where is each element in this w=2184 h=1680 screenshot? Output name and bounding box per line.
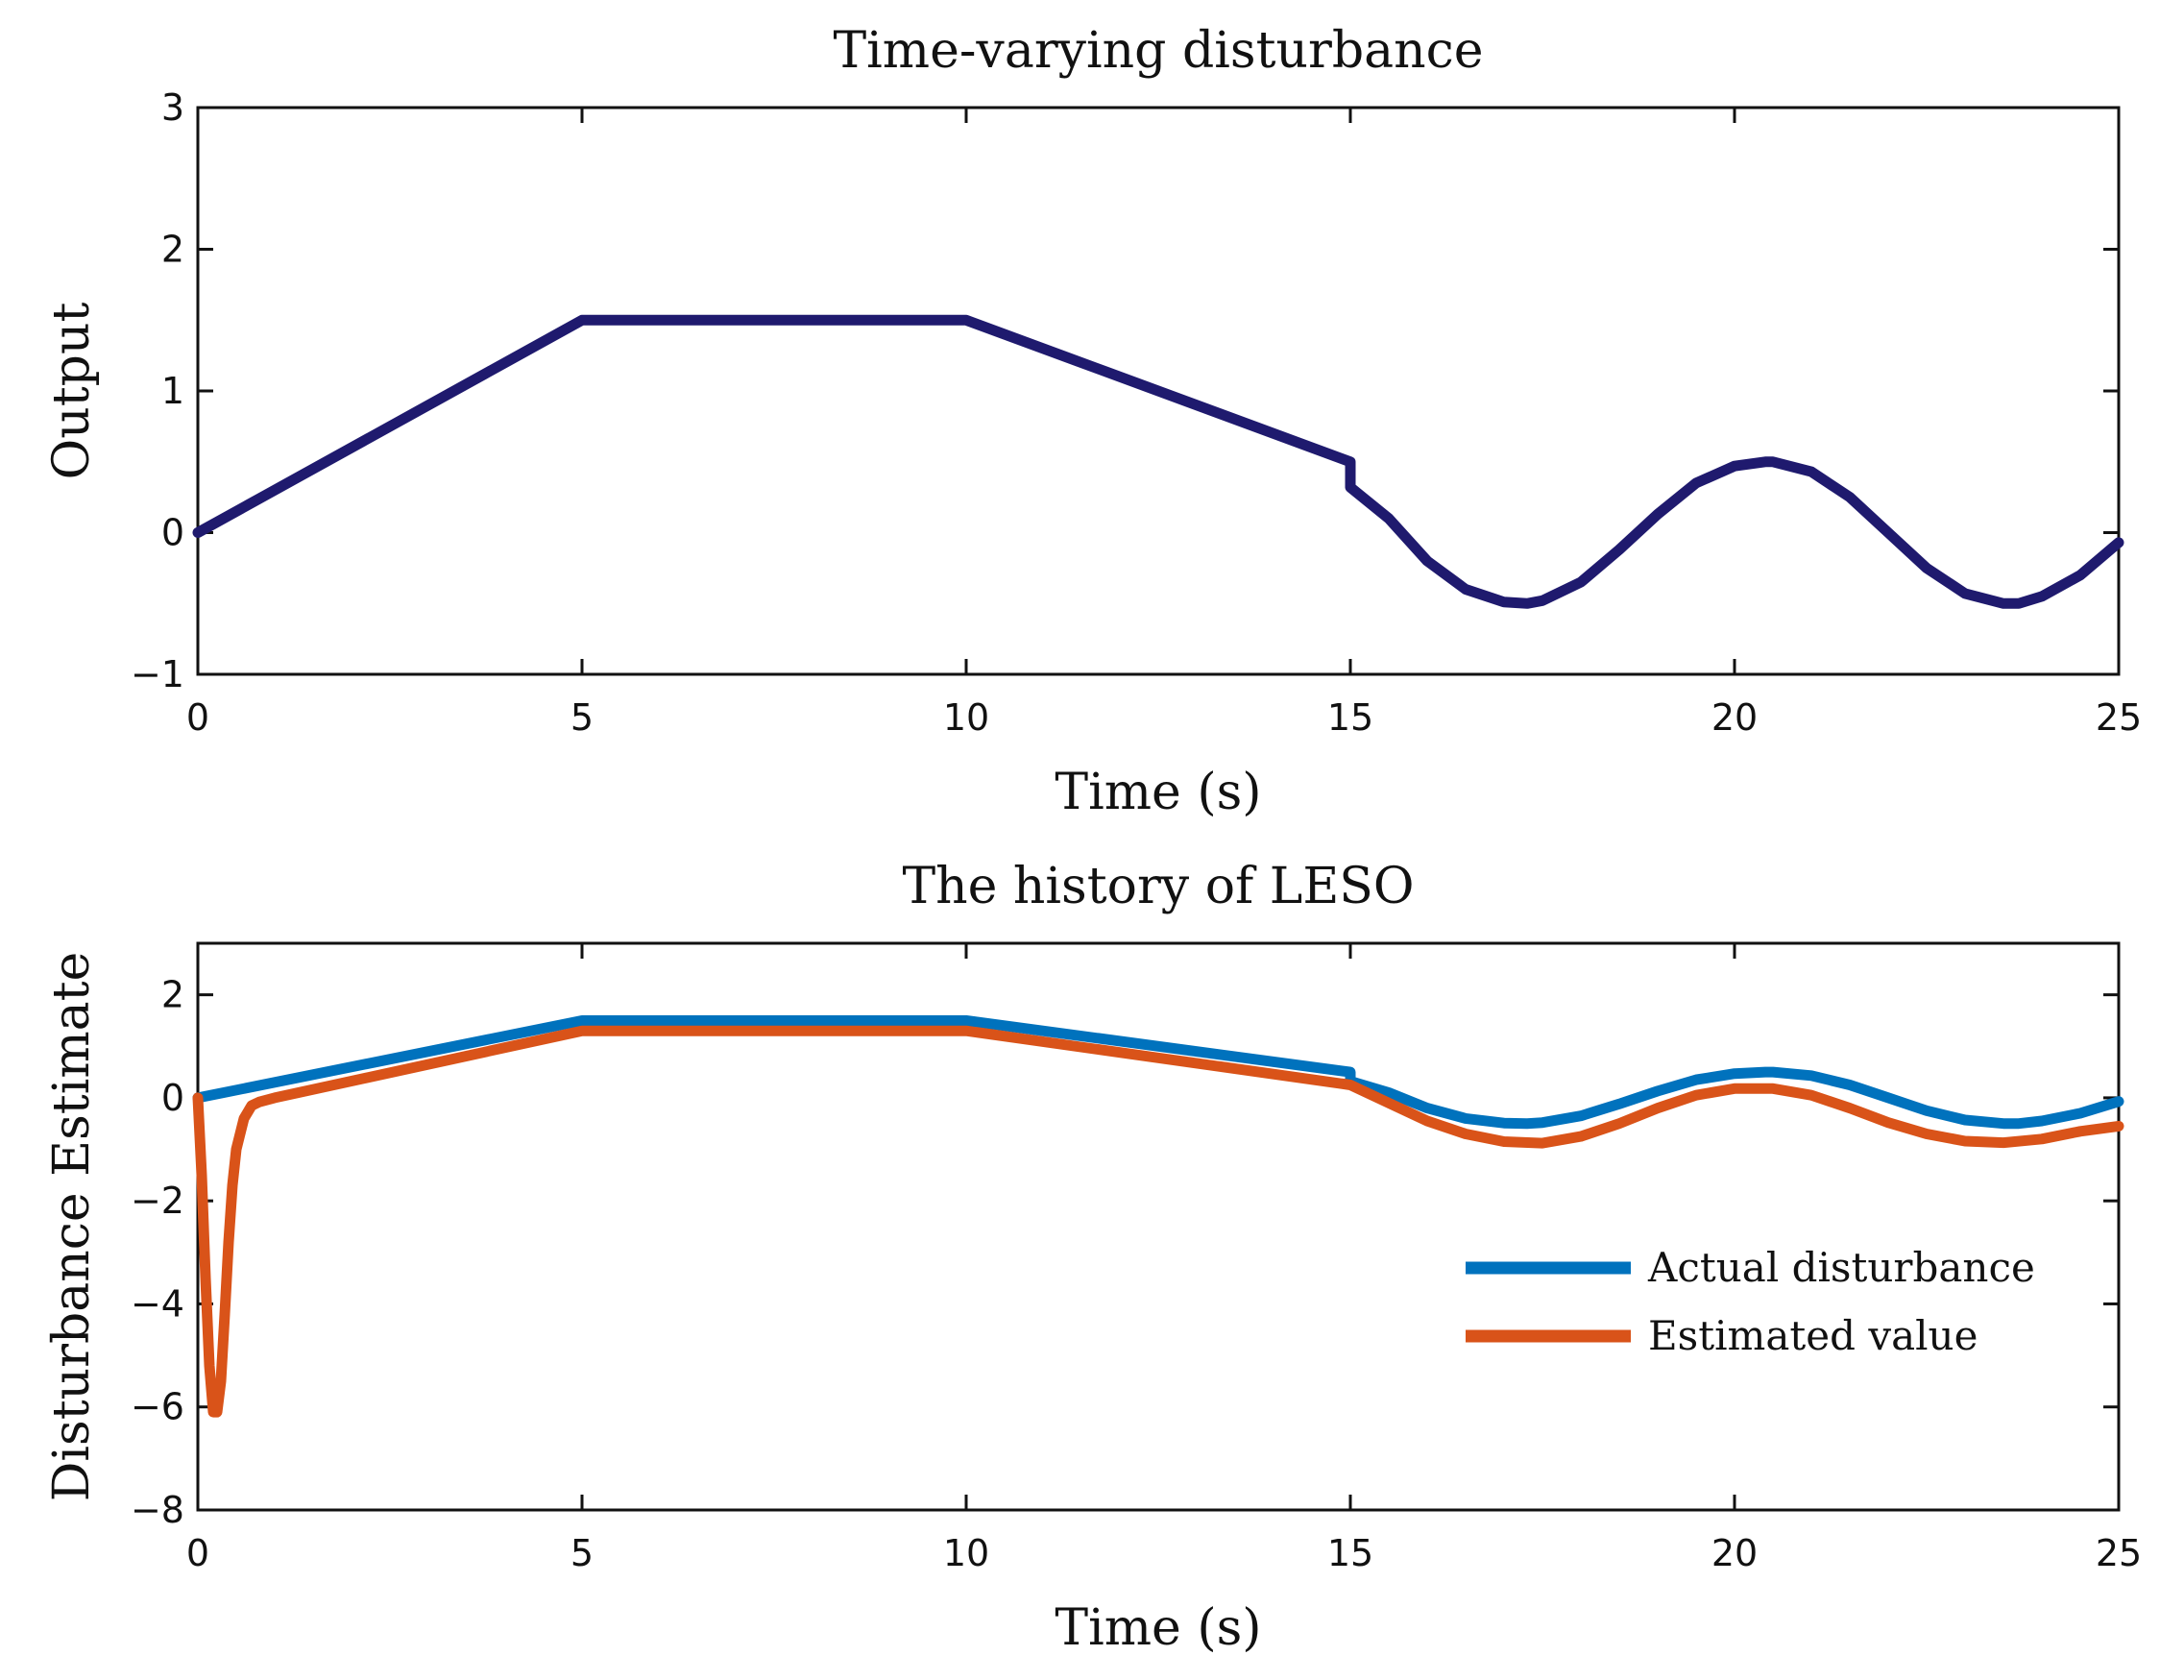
chart-top-series — [192, 314, 2124, 609]
x-tick-label: 0 — [186, 696, 209, 739]
x-tick-label: 10 — [943, 1532, 989, 1574]
chart-bottom-series — [192, 1015, 2124, 1418]
y-tick-label: 3 — [161, 86, 184, 129]
y-tick-label: −8 — [131, 1489, 184, 1531]
y-tick-label: −2 — [131, 1180, 184, 1222]
chart-bottom-panel: The history of LESO 0 5 10 15 20 25 −8 −6 −4 −2 0 2… — [43, 858, 2142, 1657]
x-tick-label: 15 — [1327, 696, 1373, 739]
y-tick-label: 1 — [161, 370, 184, 412]
chart-top-panel: Time-varying disturbance 0 5 10 15 20 25−1012… — [43, 22, 2142, 821]
y-tick-label: −4 — [131, 1282, 184, 1325]
chart-bottom-ylabel: Disturbance Estimate — [43, 952, 101, 1502]
y-tick-label: −1 — [131, 653, 184, 695]
x-tick-label: 20 — [1711, 1532, 1758, 1574]
series-line-output — [192, 314, 2124, 609]
y-tick-label: −6 — [131, 1386, 184, 1428]
chart-top-title: Time-varying disturbance — [833, 22, 1483, 80]
y-tick-label: 2 — [161, 229, 184, 271]
legend: Actual disturbance Estimated value — [1466, 1244, 2035, 1359]
chart-bottom-title: The history of LESO — [902, 858, 1414, 915]
chart-bottom-axes-frame — [196, 941, 2121, 1512]
chart-top-xlabel: Time (s) — [1055, 764, 1261, 821]
chart-top-ylabel: Output — [43, 303, 101, 480]
y-tick-label: 2 — [161, 974, 184, 1016]
x-tick-label: 5 — [570, 696, 594, 739]
x-tick-label: 25 — [2096, 696, 2142, 739]
legend-label-actual-disturbance: Actual disturbance — [1647, 1244, 2035, 1291]
x-tick-label: 5 — [570, 1532, 594, 1574]
chart-bottom-xlabel: Time (s) — [1055, 1599, 1261, 1657]
x-tick-label: 25 — [2096, 1532, 2142, 1574]
legend-label-estimated-value: Estimated value — [1648, 1312, 1978, 1359]
y-tick-label: 0 — [161, 512, 184, 554]
x-tick-label: 20 — [1711, 696, 1758, 739]
y-tick-label: 0 — [161, 1077, 184, 1119]
x-tick-label: 15 — [1327, 1532, 1373, 1574]
series-line-estimated-value — [192, 1025, 2124, 1418]
x-tick-label: 10 — [943, 696, 989, 739]
series-line-actual-disturbance — [192, 1015, 2124, 1130]
x-tick-label: 0 — [186, 1532, 209, 1574]
